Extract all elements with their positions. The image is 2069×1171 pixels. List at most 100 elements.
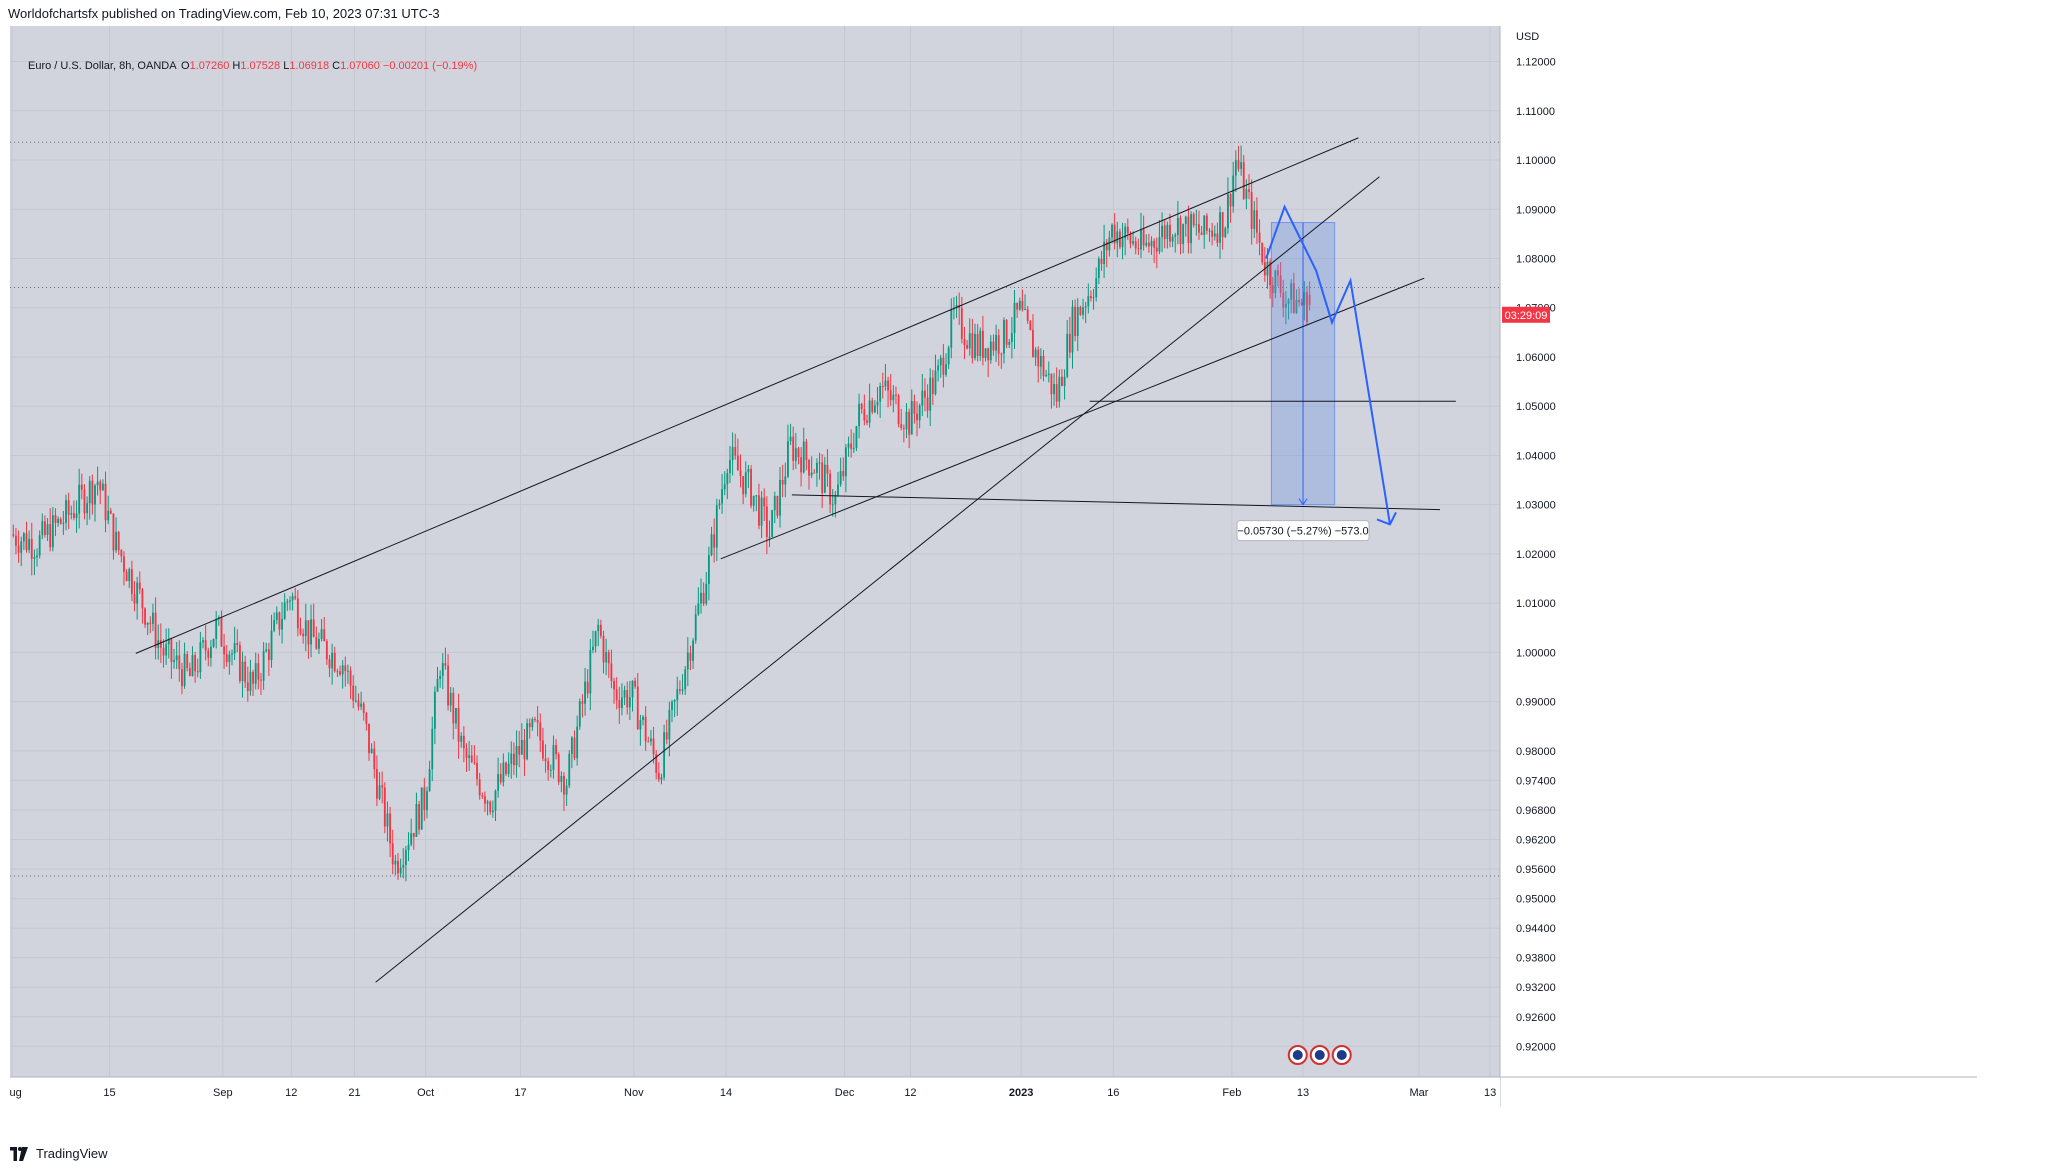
time-axis[interactable]: Aug 15 Sep 12 21 Oct 17 Nov 14 Dec 12 2023 16 Feb 13 Ma… (10, 1076, 1977, 1107)
candle-up (576, 726, 579, 759)
candle-down (238, 645, 241, 682)
candle-up (1045, 374, 1048, 377)
candle-down (534, 718, 536, 721)
candle-up (212, 638, 215, 647)
candle-up (784, 476, 787, 485)
candle-down (895, 394, 897, 396)
candle-up (41, 521, 44, 536)
symbol-legend: Euro / U.S. Dollar, 8h, OANDA O1.07260 H… (28, 60, 477, 72)
candle-down (138, 582, 141, 590)
candle-up (831, 504, 834, 506)
price-tick-label: 1.01000 (1516, 598, 1556, 610)
countdown-label: 03:29:09 (1505, 310, 1548, 322)
candle-down (1147, 242, 1150, 247)
candle-up (275, 612, 278, 620)
candle-down (362, 703, 365, 713)
candle-down (278, 612, 281, 630)
low-value: 1.06918 (289, 60, 330, 72)
candle-down (997, 335, 1000, 354)
countdown-badge (1502, 306, 1550, 323)
candle-down (1211, 230, 1214, 237)
projection-path[interactable] (1265, 204, 1397, 526)
candle-up (929, 377, 932, 411)
candle-up (510, 753, 513, 764)
price-chart[interactable]: −0.05730 (−5.27%) −573.0 USD 1.12000 1.110… (10, 26, 1977, 1107)
candle-down (397, 860, 399, 874)
candle-up (468, 755, 471, 758)
candle-down (412, 833, 415, 837)
open-value: 1.07260 (189, 60, 230, 72)
price-tick-label: 1.12000 (1516, 57, 1556, 69)
candle-down (1169, 224, 1171, 242)
candle-down (739, 470, 742, 477)
candle-down (1255, 210, 1258, 233)
candle-down (123, 556, 125, 572)
candle-up (341, 665, 344, 675)
candle-down (452, 692, 455, 724)
candle-down (484, 796, 486, 804)
candle-down (154, 612, 157, 648)
candle-up (834, 494, 837, 505)
candle-up (837, 484, 839, 495)
candle-up (439, 675, 442, 680)
candle-up (265, 649, 268, 652)
candle-up (254, 663, 257, 684)
candle-up (526, 723, 529, 760)
chart-area[interactable]: −0.05730 (−5.27%) −573.0 USD 1.12000 1.110… (10, 26, 1977, 1107)
candle-up (855, 426, 858, 449)
candle-down (563, 775, 565, 795)
candle-up (101, 483, 104, 491)
candle-up (507, 763, 510, 774)
candle-up (1240, 162, 1243, 169)
flag-event-icon-core (1336, 1050, 1347, 1060)
candle-up (291, 596, 294, 601)
candle-up (202, 640, 204, 643)
tradingview-logo[interactable]: TradingView (8, 1146, 108, 1161)
projection-line (1265, 204, 1391, 525)
candle-up (594, 631, 597, 647)
candle-down (966, 345, 969, 349)
candle-down (1242, 162, 1245, 199)
candle-down (1113, 224, 1116, 244)
candle-down (373, 748, 376, 770)
time-tick-label: Nov (624, 1087, 644, 1099)
candle-down (992, 341, 995, 351)
candle-down (352, 685, 355, 701)
candle-up (773, 495, 776, 511)
high-value: 1.07528 (240, 60, 281, 72)
candle-up (249, 671, 252, 692)
price-tick-label: 1.10000 (1516, 155, 1556, 167)
candle-down (924, 390, 926, 398)
candle-down (307, 620, 310, 645)
candle-down (312, 619, 315, 638)
candle-up (802, 441, 805, 473)
candle-down (1118, 231, 1121, 248)
candle-down (926, 397, 929, 411)
economic-events[interactable] (1287, 1045, 1352, 1065)
candle-down (489, 801, 492, 813)
trend-lines[interactable] (135, 137, 1456, 983)
candle-down (447, 665, 449, 706)
candle-up (146, 622, 149, 625)
candle-up (1071, 306, 1074, 353)
candle-down (54, 515, 57, 524)
candle-up (370, 748, 373, 754)
candle-down (294, 596, 297, 599)
price-tick-label: 0.95600 (1516, 864, 1556, 876)
candle-down (476, 762, 478, 780)
candle-down (1179, 217, 1182, 245)
candle-up (20, 541, 23, 553)
candle-down (323, 629, 326, 642)
candle-up (136, 582, 139, 604)
candle-up (420, 787, 423, 830)
candle-down (389, 813, 392, 844)
candle-down (647, 741, 650, 743)
low-label: L (283, 60, 290, 72)
candle-down (963, 338, 966, 346)
candle-up (428, 769, 431, 792)
candle-up (1034, 349, 1037, 358)
candle-up (673, 700, 676, 702)
price-range-box[interactable]: −0.05730 (−5.27%) −573.0 (1236, 222, 1370, 542)
price-axis[interactable]: USD 1.12000 1.11000 1.10000 1.09000 1.08000 1.… (1499, 26, 1977, 1107)
candle-down (528, 723, 531, 728)
